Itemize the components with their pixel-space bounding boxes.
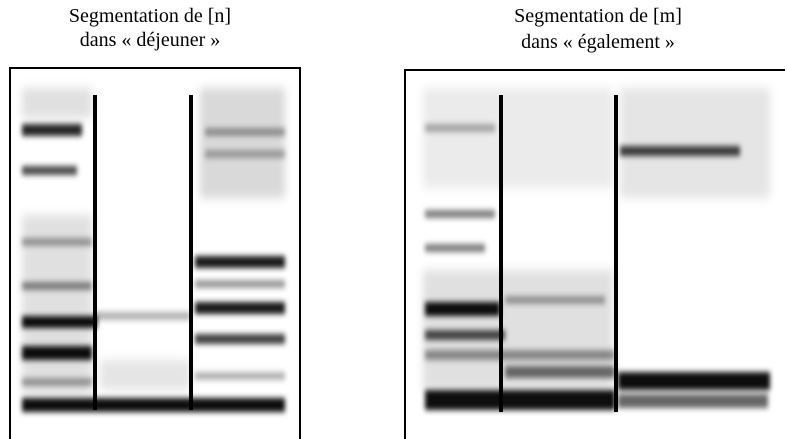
figure: Segmentation de [n] dans « déjeuner » [0,0,787,439]
page: Segmentation de [n] dans « déjeuner » [0,0,787,439]
panel-title: dans « également » [521,31,675,53]
panel-title: dans « déjeuner » [80,29,221,51]
spectrogram [423,88,770,410]
panel-title: Segmentation de [m] [514,5,682,27]
panel-title: Segmentation de [n] [69,5,231,27]
spectrogram [22,88,285,412]
